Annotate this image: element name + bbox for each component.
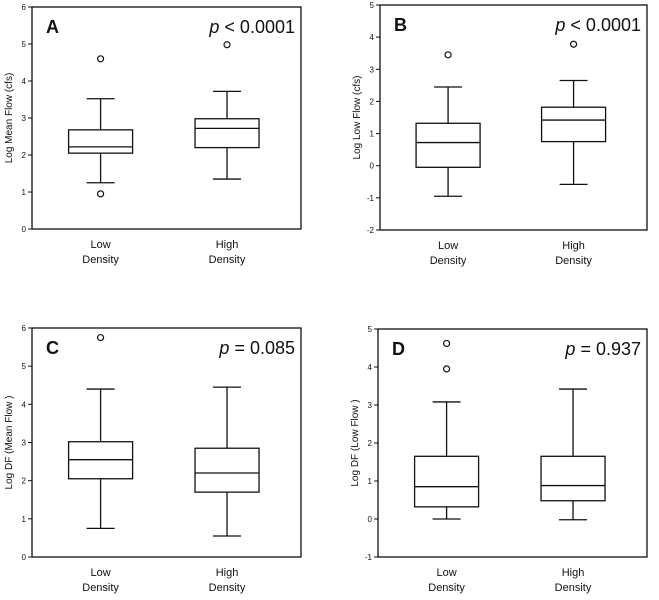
panel-c-ylabel: Log DF (Mean Flow ) <box>4 396 15 490</box>
panel-d-ytick-label: 1 <box>368 477 373 486</box>
panel-a-box-2-iqr <box>194 118 260 149</box>
panel-d-ytick-label: 3 <box>368 401 373 410</box>
panel-b-ytick-label: 5 <box>370 1 375 10</box>
panel-b-ytick-label: 1 <box>370 130 375 139</box>
panel-c-label: C <box>46 338 59 358</box>
panel-a-box-1-iqr <box>67 129 134 154</box>
panel-a-category-label: High Density <box>209 239 246 266</box>
panel-b-ylabel: Log Low Flow (cfs) <box>352 76 363 160</box>
panel-c-category-label: Low Density <box>82 567 119 594</box>
panel-d-ytick-label: 2 <box>368 439 373 448</box>
panel-d-category-label: Low Density <box>428 567 465 594</box>
panel-d-box-1-outlier <box>442 365 451 373</box>
panel-b-frame <box>379 4 648 231</box>
panel-b-box-2-outlier <box>569 40 578 48</box>
panel-c-ytick-label: 6 <box>22 324 27 333</box>
panel-b-category-label: Low Density <box>430 240 467 267</box>
panel-a-box-1-outlier <box>96 55 105 63</box>
panel-c-box-1-outlier <box>96 333 105 342</box>
panel-d-ytick-label: 5 <box>368 325 373 334</box>
panel-c-ytick-label: 4 <box>22 400 27 409</box>
panel-c-ytick-label: 5 <box>22 362 27 371</box>
panel-a-ytick-label: 2 <box>22 151 27 160</box>
panel-c-box-2-iqr <box>194 447 260 493</box>
panel-a-ytick-label: 0 <box>22 225 27 234</box>
panel-a-box-2-outlier <box>223 41 231 49</box>
panel-b-ytick-label: 4 <box>370 33 375 42</box>
panel-a-ytick-label: 6 <box>22 3 27 12</box>
panel-c-ytick-label: 0 <box>22 553 27 562</box>
panel-d-label: D <box>392 339 405 359</box>
panel-a-category-label: Low Density <box>82 239 119 266</box>
panel-d-ytick-label: 4 <box>368 363 373 372</box>
panel-b-ytick-label: 0 <box>370 162 375 171</box>
panel-b-ytick-label: 2 <box>370 97 375 106</box>
panel-a-frame <box>31 6 302 230</box>
panel-d-p-value: p = 0.937 <box>564 339 641 359</box>
panel-a-ytick-label: 3 <box>22 114 27 123</box>
panel-b-p-value: p < 0.0001 <box>554 15 641 35</box>
panel-d-frame <box>377 328 648 558</box>
panel-d-ytick-label: -1 <box>365 553 373 562</box>
panel-c-ytick-label: 1 <box>22 515 27 524</box>
panel-b-box-1-iqr <box>415 122 481 168</box>
panel-a-ytick-label: 4 <box>22 77 27 86</box>
panel-b-category-label: High Density <box>555 240 592 267</box>
panel-d-box-1-outlier <box>442 339 451 348</box>
panel-a-ytick-label: 1 <box>22 188 27 197</box>
panel-d-ytick-label: 0 <box>368 515 373 524</box>
panel-b-label: B <box>394 15 407 35</box>
panel-d-ylabel: Log DF (Low Flow ) <box>350 399 361 486</box>
panel-c-ytick-label: 3 <box>22 439 27 448</box>
panel-b-box-1-outlier <box>444 51 452 59</box>
panel-a-ylabel: Log Mean Flow (cfs) <box>4 73 15 164</box>
panel-a-ytick-label: 5 <box>22 40 27 49</box>
panel-b-ytick-label: -2 <box>367 226 375 235</box>
panel-b-ytick-label: 3 <box>370 65 375 74</box>
panel-d-category-label: High Density <box>555 567 592 594</box>
panel-a-box-1-outlier <box>96 190 105 198</box>
panel-a-p-value: p < 0.0001 <box>208 17 295 37</box>
panel-c-ytick-label: 2 <box>22 477 27 486</box>
panel-c-p-value: p = 0.085 <box>218 338 295 358</box>
panel-a-label: A <box>46 17 59 37</box>
panel-d-box-2-iqr <box>540 455 606 502</box>
panel-d-box-1-iqr <box>413 455 480 508</box>
panel-c-category-label: High Density <box>209 567 246 594</box>
panel-b-box-2-iqr <box>540 106 607 143</box>
panel-b-ytick-label: -1 <box>367 194 375 203</box>
